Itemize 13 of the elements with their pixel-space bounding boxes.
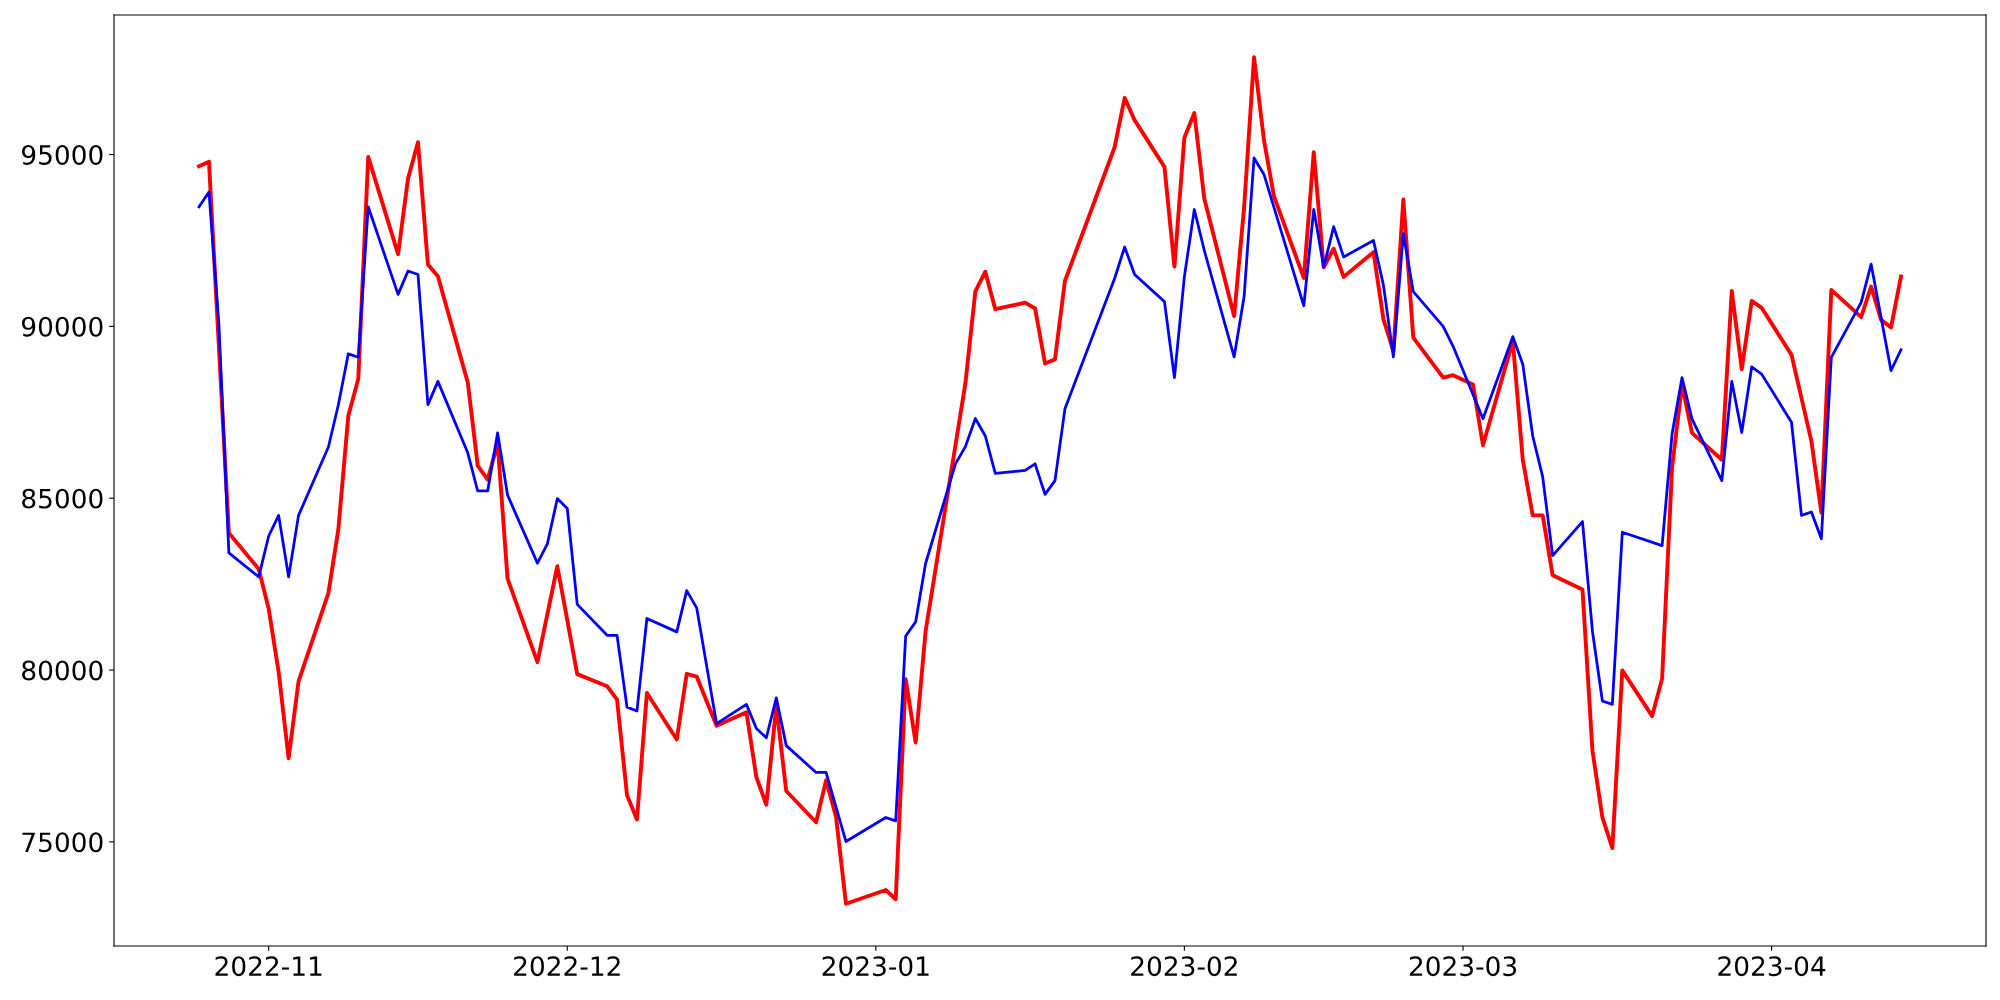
line-series bbox=[197, 55, 1903, 906]
x-tick-label: 2023-01 bbox=[822, 956, 929, 977]
x-tick-label: 2023-04 bbox=[1718, 956, 1826, 977]
y-tick-label: 90000 bbox=[21, 316, 103, 337]
y-tick-label: 80000 bbox=[22, 660, 103, 681]
y-tick-label: 75000 bbox=[22, 832, 103, 853]
y-tick-label: 95000 bbox=[21, 144, 103, 165]
x-tick-label: 2023-02 bbox=[1131, 956, 1237, 977]
x-tick-label: 2022-12 bbox=[514, 956, 620, 977]
x-tick-label: 2022-11 bbox=[215, 956, 322, 977]
y-tick-label: 85000 bbox=[22, 488, 103, 509]
line-series bbox=[197, 156, 1903, 843]
x-tick-label: 2023-03 bbox=[1409, 956, 1517, 977]
